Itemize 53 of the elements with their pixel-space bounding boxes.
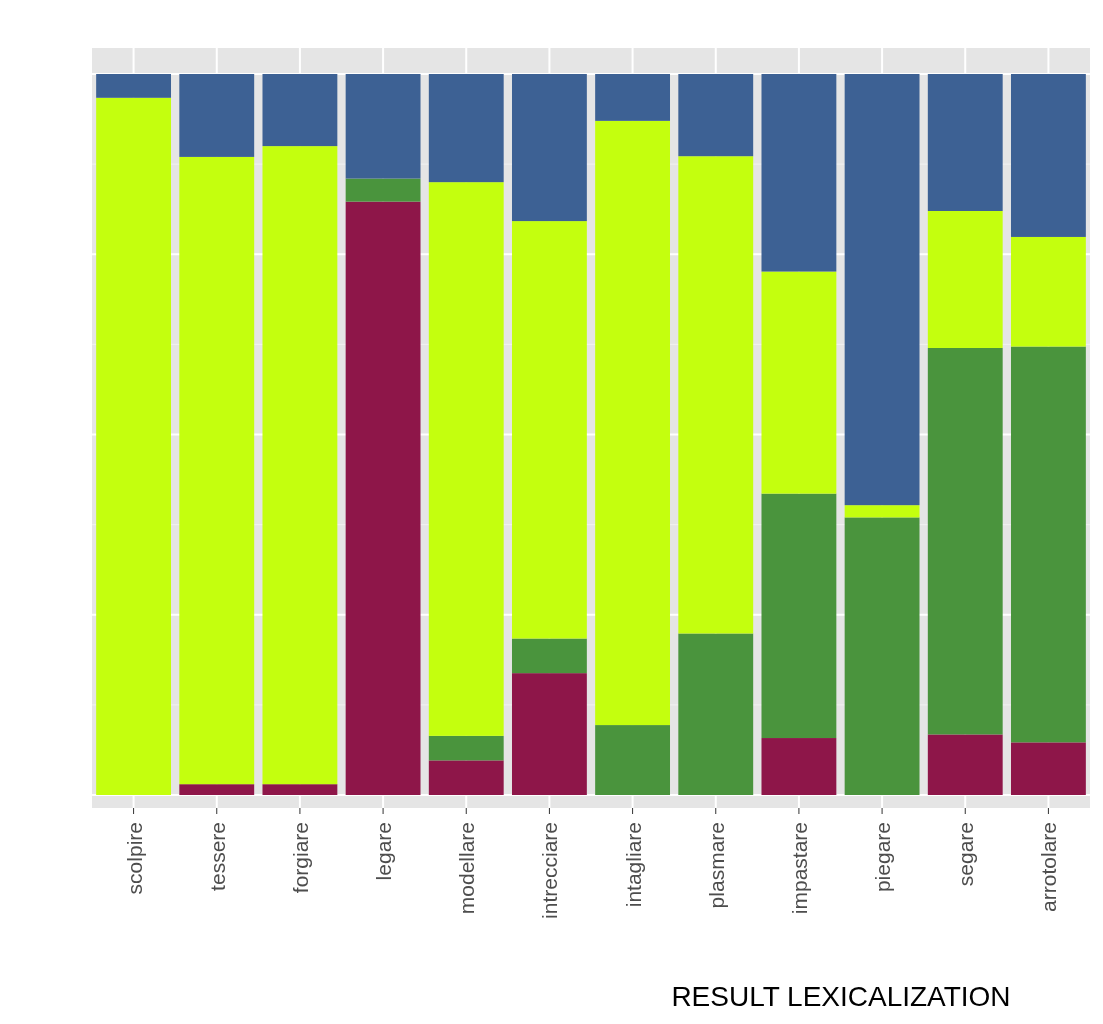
- bar: [96, 74, 172, 98]
- bar: [595, 725, 671, 795]
- bar: [844, 517, 920, 795]
- bar: [511, 221, 587, 639]
- bar: [1010, 236, 1086, 347]
- bar: [511, 673, 587, 795]
- x-axis-title: RESULT LEXICALIZATION: [671, 981, 1011, 1012]
- bar: [179, 74, 255, 157]
- x-tick-label: piegare: [871, 822, 895, 893]
- bar: [1010, 346, 1086, 743]
- x-tick-label: modellare: [455, 822, 479, 915]
- x-tick-label: plasmare: [704, 822, 728, 909]
- x-tick-label: legare: [372, 822, 396, 881]
- x-tick-label: intrecciare: [538, 822, 562, 919]
- bar: [262, 784, 338, 795]
- bar: [345, 178, 421, 202]
- bar: [179, 784, 255, 795]
- bar: [1010, 74, 1086, 237]
- bar: [428, 735, 504, 761]
- bar: [844, 505, 920, 518]
- bar: [761, 74, 837, 272]
- bar: [96, 97, 172, 795]
- bar: [511, 74, 587, 222]
- bar: [262, 146, 338, 785]
- bar: [262, 74, 338, 147]
- bar: [428, 182, 504, 736]
- bar: [927, 74, 1003, 211]
- bar: [927, 734, 1003, 795]
- x-tick-label: scolpire: [122, 822, 146, 895]
- bar: [345, 74, 421, 179]
- bar: [678, 74, 754, 157]
- x-tick-label: forgiare: [288, 822, 312, 894]
- bar: [595, 120, 671, 726]
- bar: [844, 74, 920, 506]
- bar: [1010, 742, 1086, 795]
- x-tick-label: tessere: [205, 822, 229, 891]
- bar: [761, 493, 837, 739]
- bar: [595, 74, 671, 121]
- bar: [678, 633, 754, 795]
- x-tick-label: arrotolare: [1037, 822, 1061, 912]
- x-tick-label: segare: [954, 822, 978, 887]
- bar: [761, 738, 837, 795]
- bar: [345, 201, 421, 795]
- bar: [428, 74, 504, 183]
- bar: [179, 156, 255, 785]
- bar: [761, 271, 837, 494]
- bar: [927, 210, 1003, 348]
- bar: [511, 638, 587, 674]
- bar: [678, 156, 754, 634]
- bar: [927, 347, 1003, 735]
- x-tick-label: intagliare: [621, 822, 645, 908]
- x-tick-label: impastare: [787, 822, 811, 915]
- bar: [428, 760, 504, 795]
